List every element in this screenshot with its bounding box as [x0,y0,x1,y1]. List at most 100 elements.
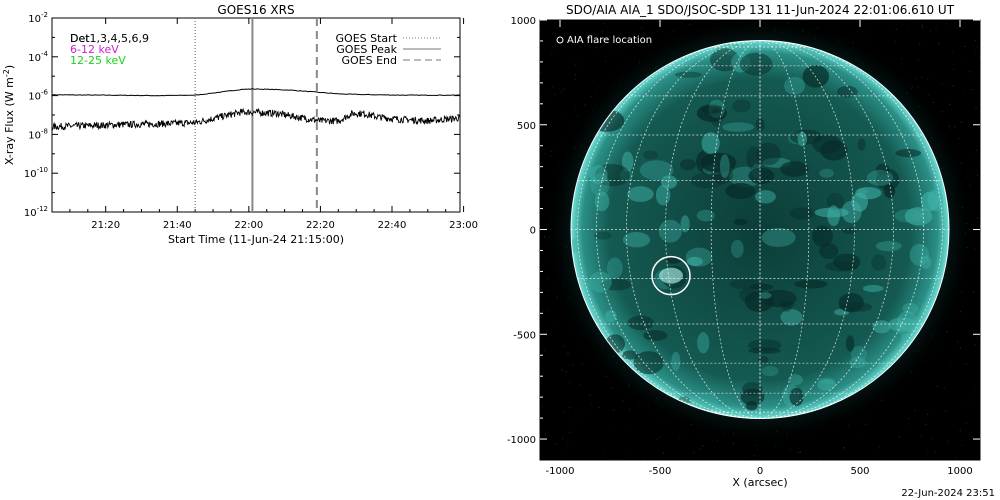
aia-bright-region [680,215,690,233]
aia-noise-dot [656,438,658,440]
aia-noise-dot [551,53,553,55]
aia-noise-dot [960,121,962,123]
aia-noise-dot [976,46,978,47]
aia-noise-dot [554,321,556,323]
aia-noise-dot [592,80,594,82]
aia-noise-dot [800,451,801,453]
aia-noise-dot [789,449,791,450]
aia-noise-dot [555,443,557,445]
aia-dark-region [746,146,761,171]
aia-bright-region [866,169,894,186]
aia-noise-dot [977,217,979,219]
aia-dark-region [643,330,668,341]
goes-series-6-12kev [52,88,460,97]
aia-bright-region [621,151,634,172]
aia-dark-region [744,290,774,312]
aia-dark-region [710,48,740,72]
aia-grid-longitude [759,40,925,419]
aia-noise-dot [949,103,951,105]
aia-noise-dot [952,52,954,54]
aia-noise-dot [699,448,701,450]
aia-noise-dot [672,30,674,32]
aia-noise-dot [925,423,927,425]
goes-legend-event-label: GOES End [341,54,397,67]
aia-dark-region [802,65,829,88]
goes-legend-6-12kev: 6-12 keV [70,43,119,56]
aia-noise-dot [927,413,929,415]
aia-bright-region [862,284,884,293]
aia-noise-dot [901,58,903,60]
aia-noise-dot [975,155,977,157]
aia-noise-dot [663,452,664,454]
aia-bright-region [701,132,720,155]
aia-disk-texture [571,43,943,412]
aia-dark-region [812,225,833,247]
aia-noise-dot [865,423,867,425]
aia-noise-dot [962,60,964,62]
aia-noise-dot [914,410,916,412]
aia-noise-dot [922,27,924,29]
aia-bright-region [589,271,612,293]
aia-noise-dot [775,445,777,447]
aia-bright-region [658,219,682,243]
aia-dark-region [690,172,725,189]
aia-grid-longitude [595,40,761,419]
aia-bright-region [895,320,907,334]
aia-noise-dot [867,39,869,41]
goes-event-lines [194,18,318,212]
aia-noise-dot [927,452,929,454]
aia-noise-dot [953,85,955,87]
aia-noise-dot [659,436,661,438]
aia-noise-dot [702,445,704,447]
aia-noise-dot [908,20,910,22]
aia-bright-region [819,168,834,178]
aia-noise-dot [641,27,643,29]
aia-noise-dot [603,22,605,24]
aia-dark-region [825,261,859,272]
aia-noise-dot [657,21,659,23]
aia-noise-dot [544,153,546,155]
aia-grid-longitude [759,40,810,419]
aia-noise-dot [975,108,977,109]
aia-bright-region [661,175,678,189]
aia-noise-dot [569,382,571,384]
aia-noise-dot [581,363,583,365]
aia-noise-dot [563,411,565,413]
aia-noise-dot [629,408,631,410]
aia-dark-region [740,388,765,406]
aia-y-tick-label: 0 [530,226,536,237]
aia-x-tick-label: 500 [850,466,869,477]
aia-dark-region [837,85,858,98]
aia-noise-dot [614,458,615,460]
aia-dark-region [871,254,886,271]
aia-dark-region [594,231,612,240]
aia-noise-dot [798,452,800,453]
aia-bright-region [927,189,943,212]
aia-noise-dot [569,431,571,433]
goes-x-tick-label: 22:40 [378,220,407,231]
aia-noise-dot [563,88,565,90]
aia-bright-region [875,241,902,252]
aia-dark-region [643,150,658,160]
aia-dark-region [748,339,782,352]
aia-noise-dot [943,387,945,389]
aia-noise-dot [574,74,576,76]
aia-dark-region [701,105,723,114]
aia-noise-dot [908,28,910,30]
goes-y-tick-label: 10-12 [24,205,48,219]
aia-noise-dot [927,78,929,80]
aia-noise-dot [547,278,549,280]
aia-noise-dot [559,88,561,90]
aia-noise-dot [602,449,604,451]
aia-x-tick-label: -500 [649,466,672,477]
aia-noise-dot [541,405,543,407]
aia-bright-region [755,190,776,204]
goes-x-tick-label: 22:00 [234,220,263,231]
aia-axes: -1000 -500 0 500 1000 1000 500 0 -500 -1000 [507,16,980,477]
aia-noise-dot [611,387,613,389]
aia-noise-dot [921,25,923,27]
aia-noise-dot [550,155,551,157]
aia-noise-dot [563,345,565,347]
